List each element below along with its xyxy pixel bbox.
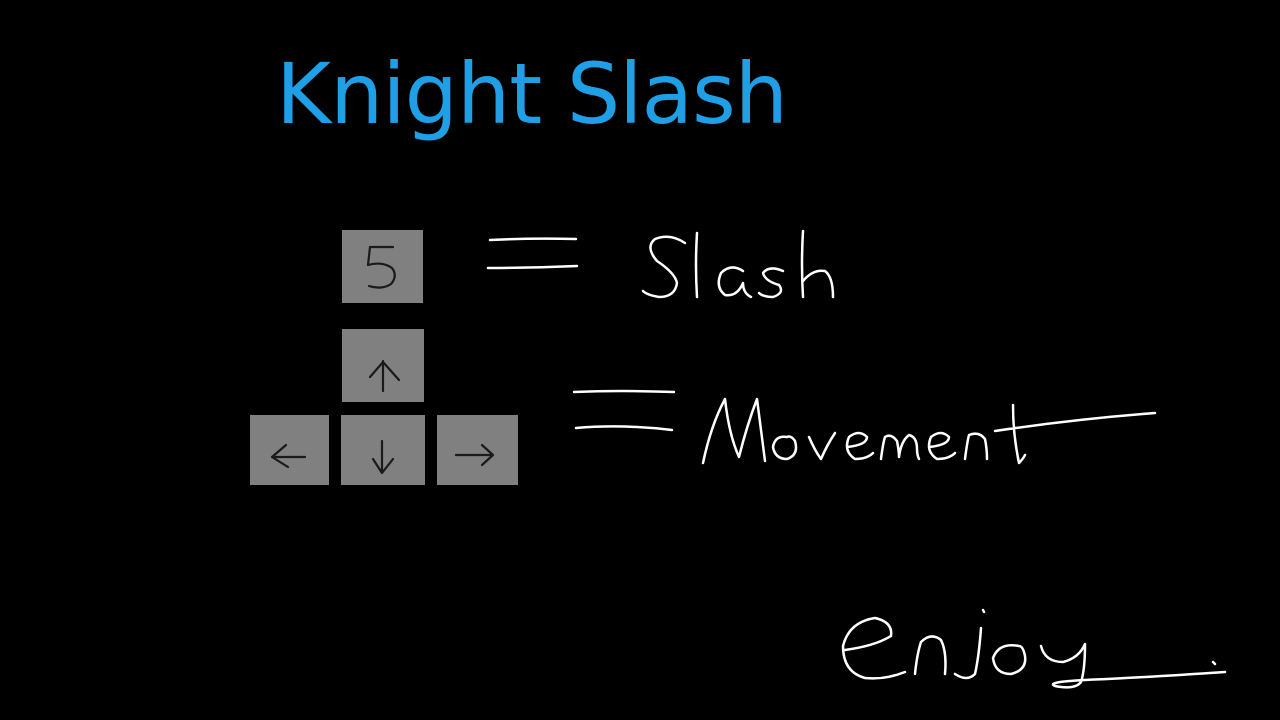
s-key: S (342, 230, 423, 303)
equals-sign-slash (486, 237, 579, 270)
arrow-up-icon (368, 359, 401, 393)
right-arrow-key: → (437, 415, 518, 485)
slash-action-handwriting (641, 229, 835, 299)
arrow-left-icon (270, 443, 307, 469)
arrow-right-icon (454, 443, 495, 467)
game-title: Knight Slash (276, 45, 788, 143)
movement-action-handwriting (701, 397, 1157, 465)
down-arrow-key: ↓ (341, 415, 425, 485)
up-arrow-key: ↑ (342, 329, 424, 402)
arrow-down-icon (371, 439, 395, 475)
equals-sign-movement (572, 389, 676, 432)
footer-message-handwriting (841, 608, 1227, 689)
left-arrow-key: ← (250, 415, 329, 485)
s-key-glyph (366, 245, 396, 289)
